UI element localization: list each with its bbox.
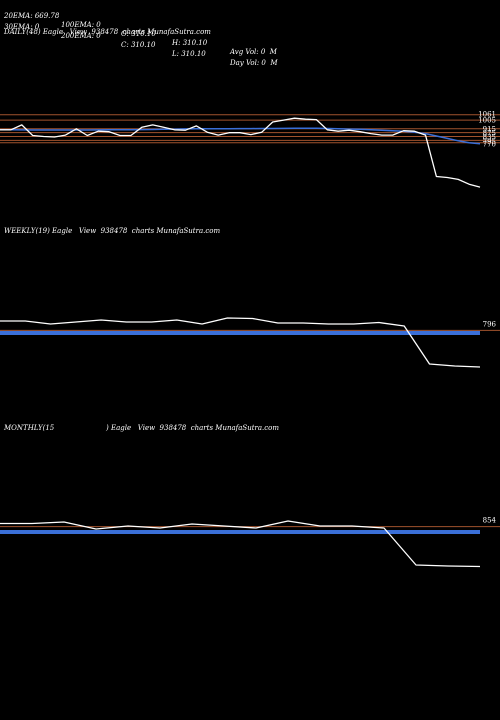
level-label: 795 [483,138,496,146]
level-label: 1005 [478,116,496,124]
daily-panel-title: DAILY(48) Eagle View 938478 charts Munaf… [4,28,211,36]
price-line [0,117,481,188]
ema200-value: 200EMA: 0 [61,32,101,40]
level-label: 875 [483,130,496,138]
price-line [0,317,481,368]
monthly-chart: 854 [0,517,500,568]
ema20-value: 20EMA: 669.78 [4,12,60,20]
ema100-value: 100EMA: 0 [61,21,101,29]
close-value: C: 310.10 [121,41,156,49]
price-line [0,520,481,568]
header-row-2: 30EMA: 0 200EMA: 0 C: 310.10 L: 310.10 D… [4,14,278,68]
high-value: H: 310.10 [172,39,208,47]
monthly-panel-title-suffix: ) Eagle View 938478 charts MunafaSutra.c… [106,424,280,432]
level-label: 796 [483,320,497,328]
ema30-value: 30EMA: 0 [4,23,40,31]
day-vol-value: Day Vol: 0 M [230,59,278,67]
header-row-1: 20EMA: 669.78 100EMA: 0 O: 310.10 H: 310… [4,3,277,57]
ema-line [0,127,481,145]
level-label: 1061 [478,111,496,119]
weekly-panel-title: WEEKLY(19) Eagle View 938478 charts Muna… [4,227,221,235]
level-label: 835 [483,134,496,142]
monthly-panel-title: MONTHLY(15 [4,424,55,432]
level-label: 854 [483,517,497,525]
open-value: O: 310.10 [121,30,156,38]
low-value: L: 310.10 [172,50,206,58]
level-label: 770 [483,141,496,149]
weekly-chart: 796 [0,317,500,368]
avg-vol-value: Avg Vol: 0 M [230,48,277,56]
level-label: 915 [483,125,496,133]
